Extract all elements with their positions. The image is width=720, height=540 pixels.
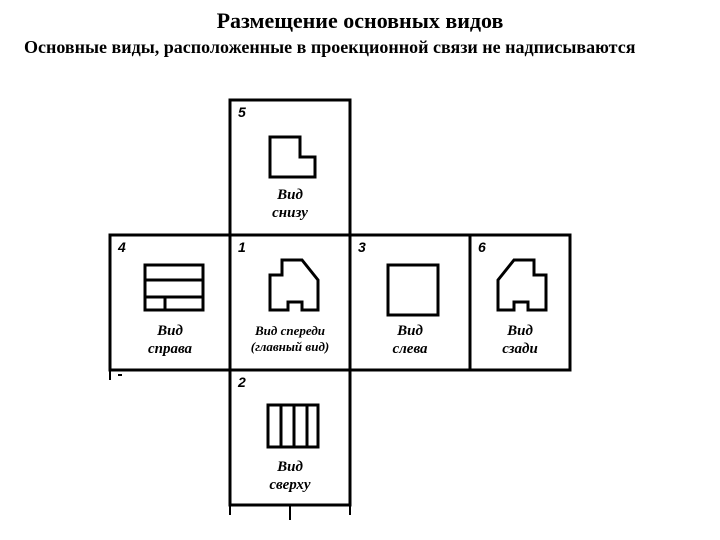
cell-3-shape bbox=[388, 265, 438, 315]
cell-3: 3 Вид слева bbox=[350, 235, 470, 370]
cell-4-label-1: Вид bbox=[156, 323, 183, 339]
cell-2-label-1: Вид bbox=[276, 459, 303, 475]
cell-3-num: 3 bbox=[358, 239, 366, 255]
cell-5-label-1: Вид bbox=[276, 187, 303, 203]
cell-4-num: 4 bbox=[117, 239, 126, 255]
cell-2-label-2: сверху bbox=[269, 477, 311, 493]
cell-1-label-1: Вид спереди bbox=[254, 323, 325, 338]
cell-2-shape bbox=[268, 405, 318, 447]
page-title: Размещение основных видов bbox=[0, 8, 720, 34]
cell-5-label-2: снизу bbox=[272, 205, 308, 221]
page-subtitle: Основные виды, расположенные в проекцион… bbox=[24, 36, 696, 59]
cell-1-label-2: (главный вид) bbox=[251, 339, 329, 354]
cell-3-label-2: слева bbox=[392, 341, 428, 357]
cell-5-shape bbox=[270, 137, 315, 177]
cell-5-num: 5 bbox=[238, 104, 246, 120]
cell-4: 4 Вид справа bbox=[110, 235, 230, 370]
cell-1-shape bbox=[270, 260, 318, 310]
cell-4-shape bbox=[145, 265, 203, 310]
cell-6-shape bbox=[498, 260, 546, 310]
cell-4-label-2: справа bbox=[148, 341, 193, 357]
cell-6: 6 Вид сзади bbox=[470, 235, 570, 370]
views-diagram: 5 Вид снизу 4 Вид сп bbox=[110, 95, 670, 535]
cell-1-num: 1 bbox=[238, 239, 246, 255]
cell-3-label-1: Вид bbox=[396, 323, 423, 339]
cell-6-label-2: сзади bbox=[502, 341, 538, 357]
cell-2: 2 Вид сверху bbox=[230, 370, 350, 505]
cell-2-num: 2 bbox=[237, 374, 246, 390]
cell-5: 5 Вид снизу bbox=[230, 100, 350, 235]
diagram-svg: 5 Вид снизу 4 Вид сп bbox=[110, 95, 670, 535]
cell-6-label-1: Вид bbox=[506, 323, 533, 339]
cell-6-num: 6 bbox=[478, 239, 486, 255]
cell-1: 1 Вид спереди (главный вид) bbox=[230, 235, 350, 370]
